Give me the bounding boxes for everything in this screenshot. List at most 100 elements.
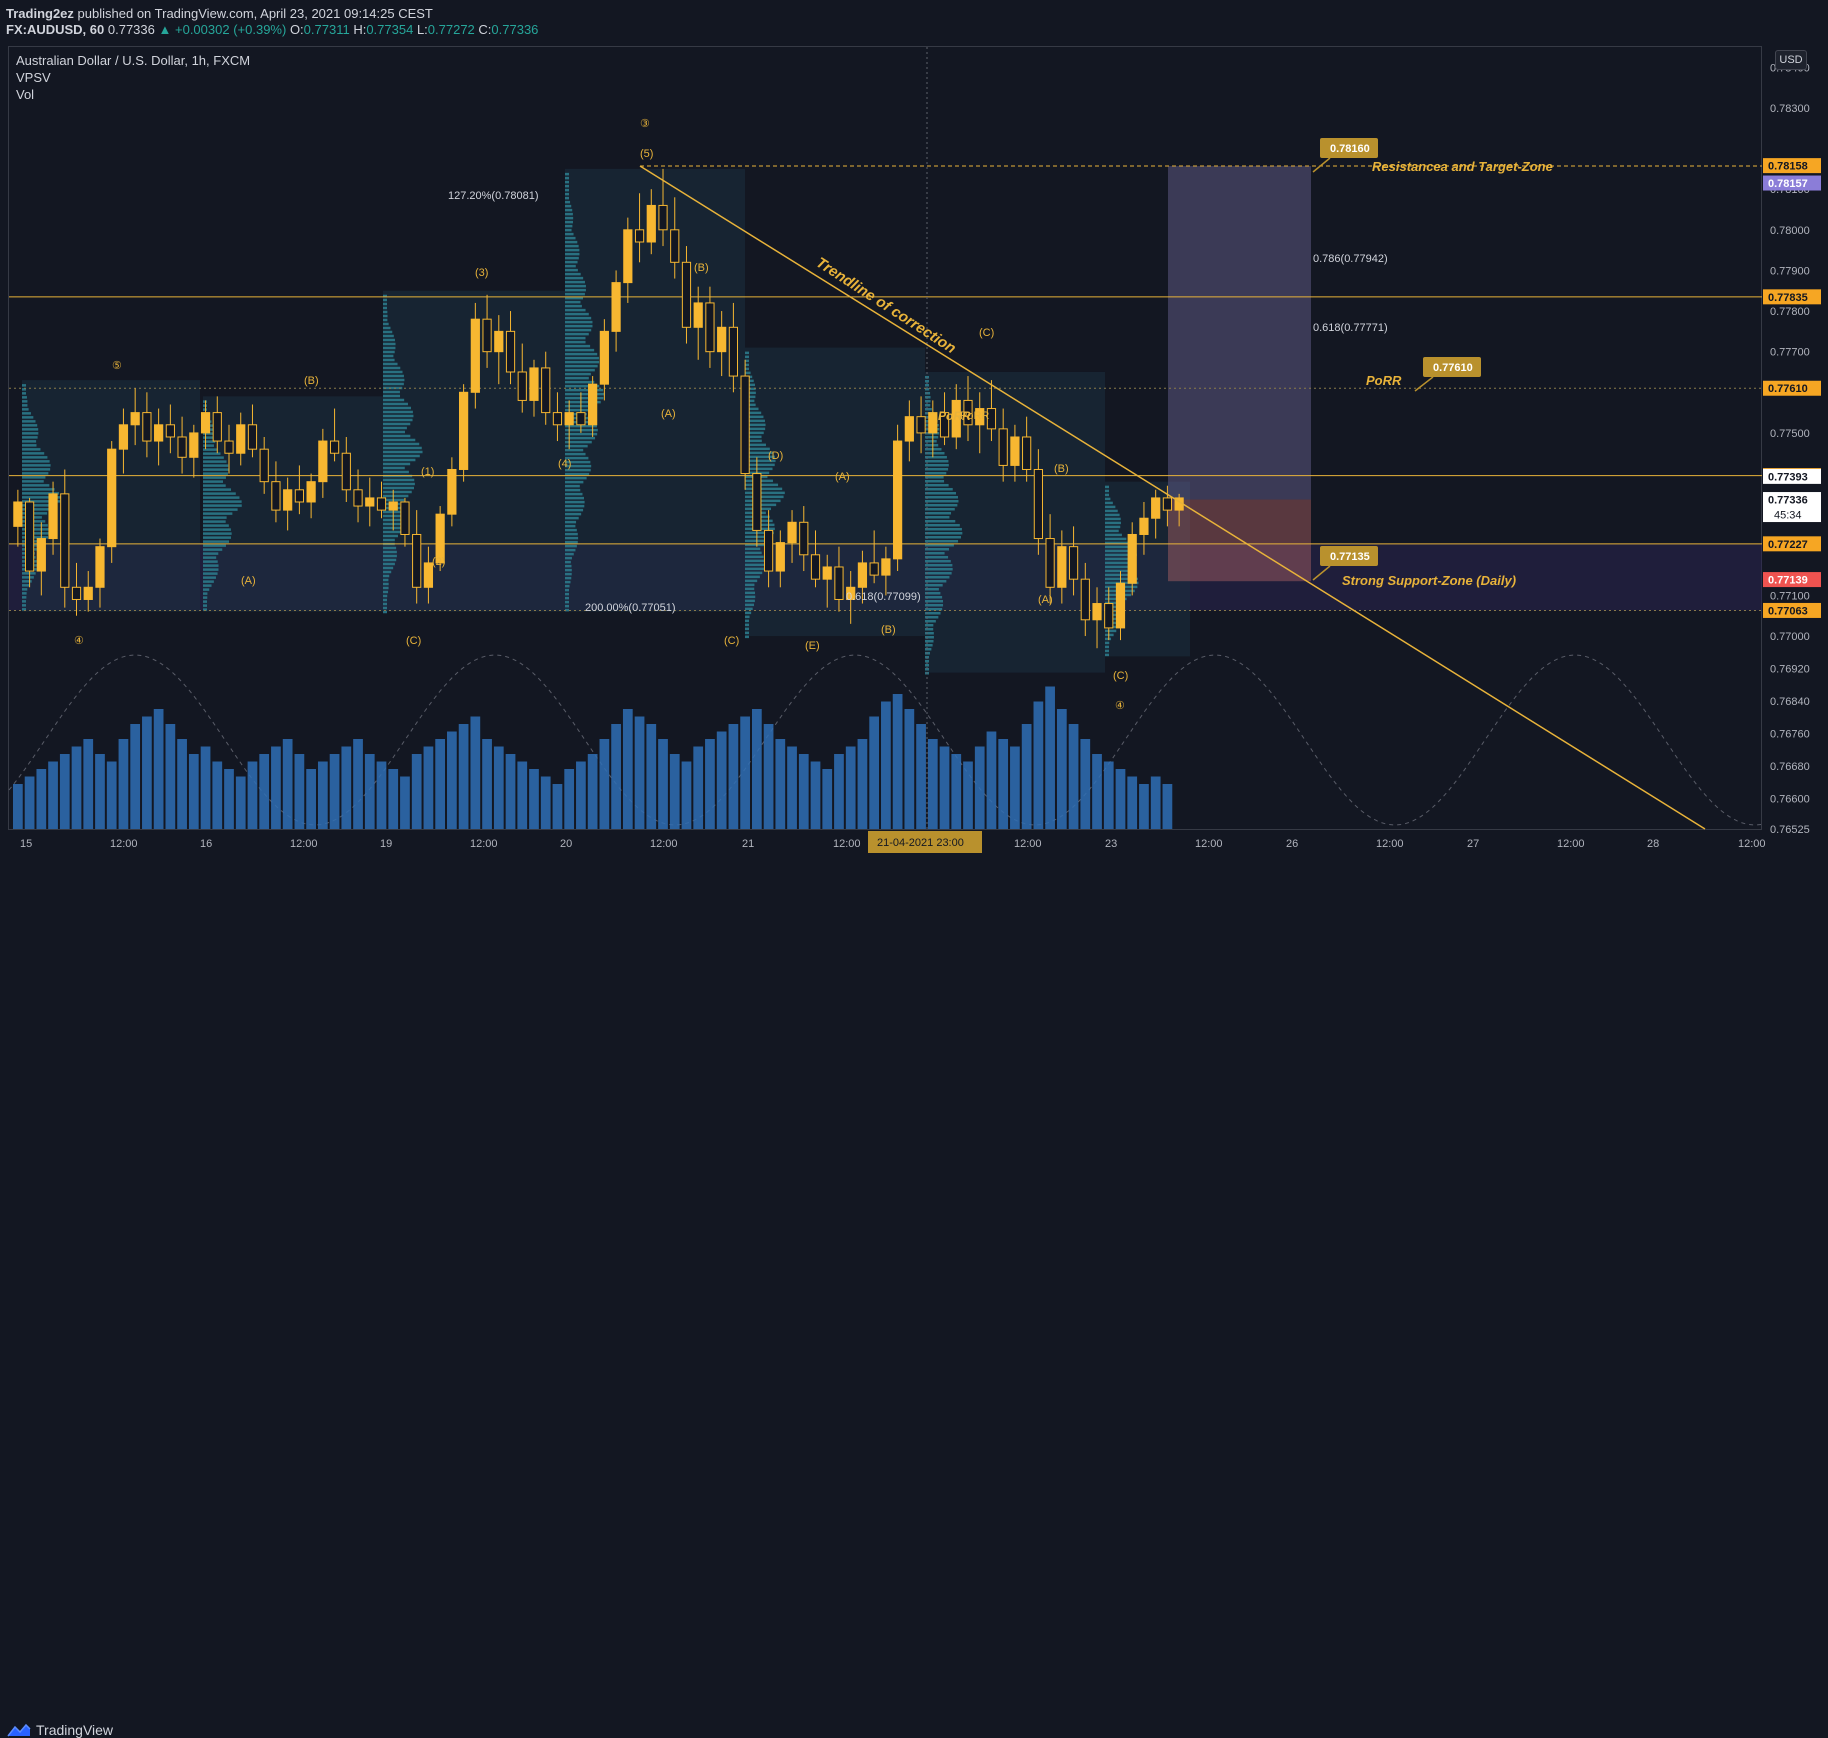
volume-profile-row	[925, 539, 959, 543]
volume-bar	[622, 709, 633, 829]
volume-profile-row	[925, 451, 945, 455]
volume-bar	[106, 761, 117, 829]
volume-profile-row	[1105, 521, 1121, 525]
candle-body	[447, 468, 457, 515]
price-chart[interactable]: 0.784000.783000.781000.780000.779000.778…	[0, 0, 1828, 895]
candle-body	[916, 416, 926, 434]
volume-profile-row	[925, 379, 929, 383]
price-tag-countdown: 45:34	[1774, 510, 1802, 522]
volume-profile-row	[565, 588, 569, 592]
volume-bar	[118, 739, 129, 829]
volume-profile-row	[745, 467, 773, 471]
fib-level-label: 0.618(0.77099)	[846, 591, 921, 603]
x-axis-tick: 12:00	[650, 838, 678, 850]
volume-profile-row	[565, 444, 588, 448]
volume-profile-row	[383, 546, 397, 550]
symbol-label[interactable]: FX:AUDUSD, 60	[6, 22, 105, 37]
fib-level-label: 0.786(0.77942)	[1313, 253, 1388, 265]
volume-profile-row	[383, 398, 405, 402]
author-name[interactable]: Trading2ez	[6, 6, 74, 21]
price-tag-bg	[1763, 175, 1821, 191]
volume-profile-row	[22, 416, 34, 419]
volume-profile-row	[745, 431, 764, 435]
volume-profile-row	[1105, 533, 1122, 537]
volume-profile-row	[1105, 617, 1123, 621]
volume-profile-row	[22, 528, 50, 531]
candle-body	[576, 412, 586, 426]
wave-label: (C)	[406, 635, 421, 647]
volume-bar	[587, 754, 598, 829]
volume-profile-row	[22, 604, 26, 607]
candle-body	[470, 318, 480, 393]
legend-title[interactable]: Australian Dollar / U.S. Dollar, 1h, FXC…	[16, 53, 251, 68]
volume-profile-row	[925, 659, 929, 663]
volume-profile-row	[22, 464, 51, 467]
candle-body	[200, 412, 211, 434]
volume-profile-row	[565, 260, 578, 264]
volume-profile-row	[745, 499, 781, 503]
volume-bar	[529, 769, 539, 829]
volume-profile-row	[383, 530, 401, 534]
x-axis-tick: 12:00	[1014, 838, 1042, 850]
volume-bar	[130, 724, 141, 829]
wave-label: PoRR	[960, 410, 989, 422]
candle-body	[681, 261, 692, 328]
volume-profile-row	[1105, 509, 1118, 513]
volume-profile-row	[383, 350, 395, 354]
currency-button[interactable]: USD	[1775, 50, 1807, 70]
price-tag: 0.78158	[1768, 161, 1808, 173]
price-tag-bg	[1763, 380, 1821, 396]
stop-zone-box	[1168, 499, 1311, 582]
x-axis-tick: 19	[380, 838, 392, 850]
volume-profile-row	[203, 528, 231, 531]
candle-body	[353, 489, 363, 507]
volume-bar	[787, 746, 797, 829]
volume-bar	[658, 739, 668, 829]
candle-body	[107, 448, 117, 548]
callout-label: 0.77135	[1330, 551, 1370, 563]
volume-profile-row	[203, 560, 218, 563]
volume-profile-row	[745, 591, 756, 595]
volume-profile-row	[203, 512, 233, 515]
volume-bar	[751, 709, 762, 829]
candle-body	[494, 330, 504, 353]
trendline-of-correction	[639, 165, 1706, 830]
tradingview-logo[interactable]: TradingView	[6, 1722, 113, 1738]
chart-frame[interactable]	[8, 46, 1762, 830]
volume-bar	[458, 724, 469, 829]
volume-profile-row	[925, 475, 944, 479]
volume-profile-row	[745, 615, 750, 619]
volume-profile-row	[383, 574, 390, 578]
volume-profile-row	[22, 476, 46, 479]
y-axis-tick: 0.78300	[1770, 103, 1810, 115]
volume-profile-row	[22, 592, 27, 595]
volume-profile-row	[925, 491, 956, 495]
legend-vol[interactable]: Vol	[16, 87, 35, 102]
candle-body	[259, 448, 269, 483]
volume-profile-row	[383, 570, 392, 574]
volume-profile-row	[565, 256, 579, 260]
volume-profile-row	[565, 308, 586, 312]
volume-bar	[1127, 776, 1138, 829]
volume-profile-row	[745, 395, 756, 399]
volume-profile-row	[745, 387, 756, 391]
volume-profile-row	[565, 228, 572, 232]
volume-profile-row	[925, 515, 950, 519]
volume-profile-row	[383, 598, 387, 602]
volume-profile-row	[203, 600, 207, 603]
volume-profile-row	[22, 508, 53, 511]
volume-profile-row	[565, 524, 576, 528]
volume-profile-row	[22, 468, 51, 471]
wave-label: (B)	[304, 375, 319, 387]
volume-profile-row	[203, 472, 228, 475]
candle-body	[283, 489, 293, 511]
volume-profile-row	[745, 551, 762, 555]
volume-profile-row	[22, 596, 27, 599]
volume-profile-row	[22, 460, 50, 463]
candle-body	[318, 440, 328, 483]
volume-profile-row	[1105, 557, 1136, 561]
volume-profile-row	[383, 446, 422, 450]
candle-body	[904, 416, 914, 442]
legend-vpsv[interactable]: VPSV	[16, 70, 51, 85]
y-axis-tick: 0.78000	[1770, 225, 1810, 237]
